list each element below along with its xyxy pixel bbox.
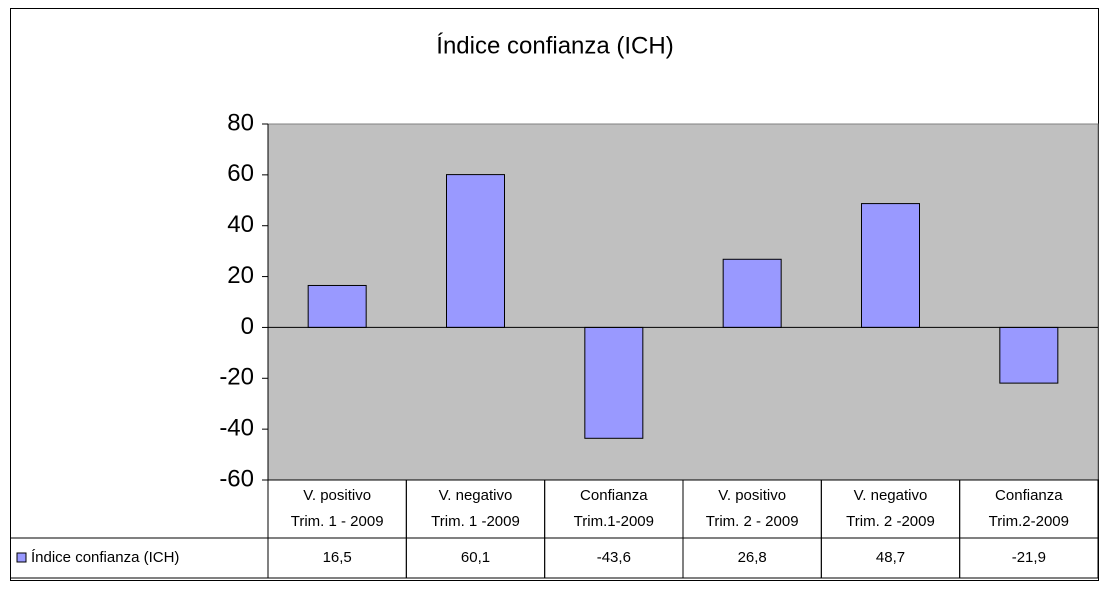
y-tick-label: 60 — [227, 160, 254, 187]
x-tick-label: Confianza — [580, 487, 648, 504]
value-label: 26,8 — [738, 549, 767, 566]
value-label: -43,6 — [597, 549, 631, 566]
x-tick-label: V. negativo — [439, 487, 513, 504]
x-tick-label: Trim.2-2009 — [989, 513, 1069, 530]
plot-area — [267, 123, 1099, 481]
bar — [861, 203, 920, 328]
y-tick-label: -40 — [219, 414, 254, 441]
y-tick-label: 40 — [227, 211, 254, 238]
value-label: -21,9 — [1012, 549, 1046, 566]
chart-title: Índice confianza (ICH) — [436, 32, 673, 59]
x-tick-label: Trim. 1 - 2009 — [291, 513, 384, 530]
x-tick-label: Trim.1-2009 — [574, 513, 654, 530]
y-tick-label: 20 — [227, 262, 254, 289]
bar — [722, 258, 782, 328]
legend-label: Índice confianza (ICH) — [31, 549, 179, 566]
x-tick-label: V. positivo — [718, 487, 786, 504]
x-tick-label: Confianza — [995, 487, 1063, 504]
x-tick-label: V. negativo — [854, 487, 928, 504]
bar — [999, 326, 1059, 384]
table-cell — [959, 537, 1099, 579]
y-tick-label: 80 — [227, 109, 254, 136]
y-tick-label: -60 — [219, 465, 254, 492]
value-label: 48,7 — [876, 549, 905, 566]
bar — [307, 284, 367, 328]
y-tick-label: 0 — [241, 313, 254, 340]
x-tick-label: Trim. 2 - 2009 — [706, 513, 799, 530]
value-label: 60,1 — [461, 549, 490, 566]
x-tick-label: Trim. 2 -2009 — [846, 513, 935, 530]
bar — [584, 326, 644, 439]
legend-key — [16, 552, 27, 563]
y-tick-label: -20 — [219, 364, 254, 391]
x-tick-label: V. positivo — [303, 487, 371, 504]
x-tick-label: Trim. 1 -2009 — [431, 513, 520, 530]
value-label: 16,5 — [323, 549, 352, 566]
bar — [446, 174, 505, 328]
